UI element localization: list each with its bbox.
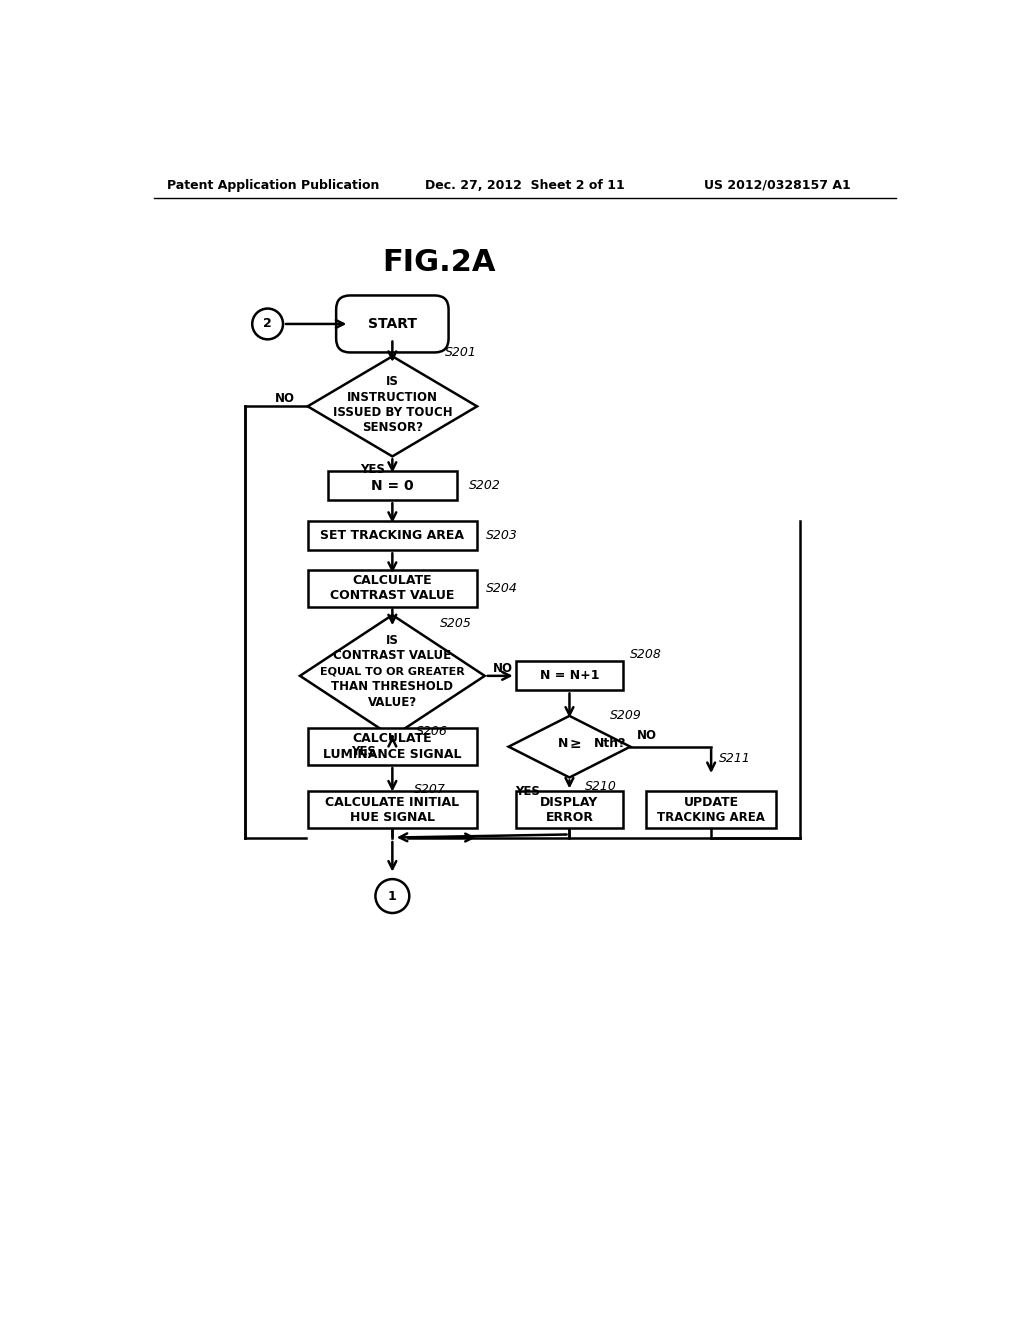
Text: US 2012/0328157 A1: US 2012/0328157 A1 (703, 178, 851, 191)
Text: S202: S202 (469, 479, 501, 492)
Text: Dec. 27, 2012  Sheet 2 of 11: Dec. 27, 2012 Sheet 2 of 11 (425, 178, 625, 191)
FancyBboxPatch shape (307, 729, 477, 766)
FancyBboxPatch shape (515, 792, 624, 829)
Text: ≥: ≥ (569, 737, 582, 751)
Text: YES: YES (359, 463, 385, 477)
Text: CALCULATE: CALCULATE (352, 574, 432, 587)
Text: INSTRUCTION: INSTRUCTION (347, 391, 438, 404)
Text: THAN THRESHOLD: THAN THRESHOLD (332, 680, 454, 693)
Text: ISSUED BY TOUCH: ISSUED BY TOUCH (333, 407, 453, 418)
Text: NO: NO (637, 730, 656, 742)
Text: N = 0: N = 0 (371, 479, 414, 492)
Text: CALCULATE: CALCULATE (352, 733, 432, 746)
Text: UPDATE: UPDATE (684, 796, 738, 809)
Circle shape (376, 879, 410, 913)
FancyBboxPatch shape (515, 661, 624, 690)
Text: S211: S211 (719, 752, 751, 766)
FancyBboxPatch shape (307, 521, 477, 550)
Text: S203: S203 (486, 529, 518, 543)
FancyBboxPatch shape (307, 792, 477, 829)
FancyBboxPatch shape (646, 792, 776, 829)
Text: HUE SIGNAL: HUE SIGNAL (350, 810, 435, 824)
Text: EQUAL TO OR GREATER: EQUAL TO OR GREATER (319, 667, 465, 676)
Text: 1: 1 (388, 890, 396, 903)
Text: Nth?: Nth? (594, 737, 627, 750)
Text: LUMINANCE SIGNAL: LUMINANCE SIGNAL (324, 748, 462, 760)
Text: FIG.2A: FIG.2A (382, 248, 496, 277)
Text: N = N+1: N = N+1 (540, 669, 599, 682)
Text: NO: NO (494, 661, 513, 675)
Text: CONTRAST VALUE: CONTRAST VALUE (333, 649, 452, 663)
Text: S206: S206 (416, 725, 447, 738)
Polygon shape (509, 715, 631, 777)
Text: N: N (558, 737, 568, 750)
Text: S204: S204 (486, 582, 518, 594)
Text: ERROR: ERROR (546, 810, 594, 824)
Text: SENSOR?: SENSOR? (361, 421, 423, 434)
Text: VALUE?: VALUE? (368, 696, 417, 709)
FancyBboxPatch shape (307, 570, 477, 607)
Text: S201: S201 (444, 346, 476, 359)
Text: IS: IS (386, 375, 398, 388)
Text: S210: S210 (585, 780, 616, 793)
Text: Patent Application Publication: Patent Application Publication (167, 178, 379, 191)
Text: S209: S209 (609, 709, 641, 722)
Text: TRACKING AREA: TRACKING AREA (657, 810, 765, 824)
Text: NO: NO (274, 392, 295, 405)
Text: IS: IS (386, 634, 398, 647)
Text: DISPLAY: DISPLAY (541, 796, 599, 809)
Polygon shape (307, 356, 477, 457)
Text: START: START (368, 317, 417, 331)
Text: YES: YES (515, 785, 541, 797)
Text: S207: S207 (414, 783, 445, 796)
Text: 2: 2 (263, 317, 272, 330)
Text: CONTRAST VALUE: CONTRAST VALUE (330, 589, 455, 602)
FancyBboxPatch shape (336, 296, 449, 352)
Text: SET TRACKING AREA: SET TRACKING AREA (321, 529, 464, 543)
Text: YES: YES (350, 744, 376, 758)
Text: S208: S208 (630, 648, 662, 661)
FancyBboxPatch shape (328, 471, 457, 500)
Text: CALCULATE INITIAL: CALCULATE INITIAL (326, 796, 460, 809)
Circle shape (252, 309, 283, 339)
Text: S205: S205 (440, 616, 472, 630)
Polygon shape (300, 615, 484, 737)
